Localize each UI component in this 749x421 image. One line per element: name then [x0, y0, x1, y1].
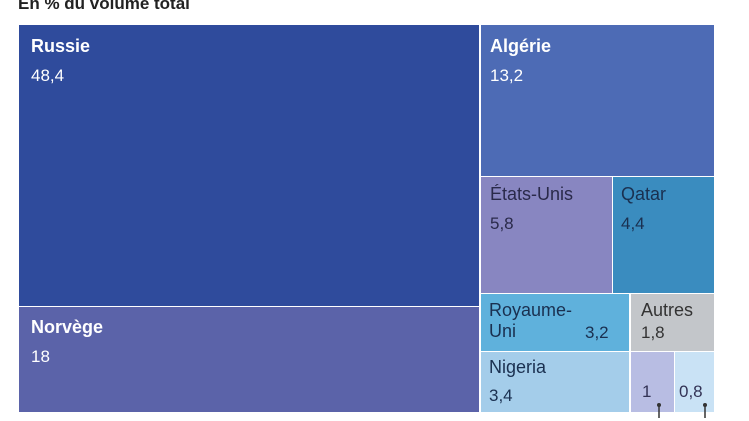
treemap-cell: Royaume-Uni 3,2: [481, 294, 629, 351]
treemap-rect: [481, 294, 629, 351]
treemap-rect: [613, 177, 714, 293]
cell-value: 0,8: [679, 382, 703, 401]
leader-dot: [703, 403, 707, 407]
cell-label: Qatar: [621, 184, 666, 204]
treemap-cell: Nigeria 3,4: [481, 352, 629, 412]
cell-value: 13,2: [490, 66, 523, 85]
treemap-rect: [19, 307, 479, 412]
treemap-cell: 1: [631, 352, 674, 412]
treemap-cell: États-Unis 5,8: [481, 177, 612, 293]
cell-label: Autres: [641, 300, 693, 320]
chart-subtitle: En % du volume total: [18, 0, 190, 13]
treemap-cell: Russie 48,4: [19, 25, 479, 306]
treemap-rect: [481, 352, 629, 412]
cell-value: 5,8: [490, 214, 514, 233]
treemap-rect: [675, 352, 714, 412]
treemap-cell: Qatar 4,4: [613, 177, 714, 293]
leader-dot: [657, 403, 661, 407]
treemap-rect: [631, 352, 674, 412]
cell-label: Algérie: [490, 36, 551, 56]
treemap-rect: [631, 294, 714, 351]
treemap-cell: Norvège 18: [19, 307, 479, 412]
treemap-cell: Algérie 13,2: [481, 25, 714, 176]
cell-value: 18: [31, 347, 50, 366]
cell-label: Russie: [31, 36, 90, 56]
treemap-cell: 0,8: [675, 352, 714, 412]
treemap-rect: [481, 177, 612, 293]
treemap-rect: [19, 25, 479, 306]
cell-label: Nigeria: [489, 357, 547, 377]
cell-value: 3,4: [489, 386, 513, 405]
cell-label: Royaume-Uni: [489, 300, 572, 341]
cell-label: Norvège: [31, 317, 103, 337]
cell-value: 1,8: [641, 323, 665, 342]
treemap-cell: Autres 1,8: [631, 294, 714, 351]
cell-value: 4,4: [621, 214, 645, 233]
cell-label: États-Unis: [490, 184, 573, 204]
cell-value: 48,4: [31, 66, 64, 85]
cell-value: 1: [642, 382, 651, 401]
cell-value: 3,2: [585, 323, 609, 342]
treemap-rect: [481, 25, 714, 176]
